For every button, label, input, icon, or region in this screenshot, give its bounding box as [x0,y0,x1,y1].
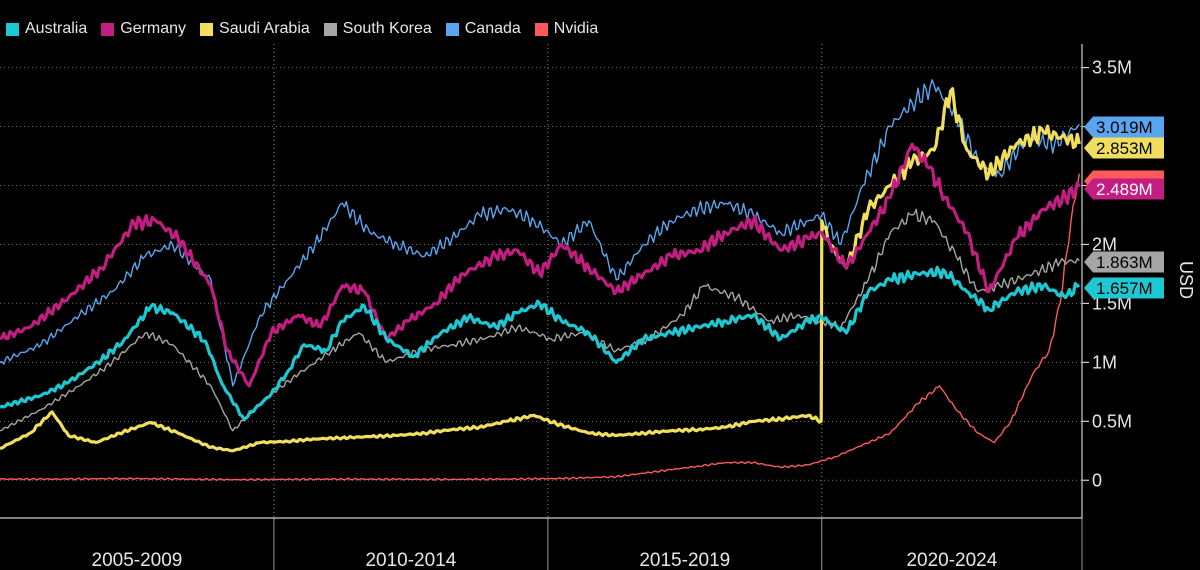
value-badge-label: 1.657M [1096,279,1153,298]
legend-label: Australia [25,20,88,37]
value-badge [1084,116,1164,138]
y-tick-label: 1M [1092,352,1117,372]
legend-label: Germany [120,20,187,37]
value-badge [1084,277,1164,299]
legend-item: Nvidia [534,20,599,38]
legend-swatch [445,22,459,36]
legend-item: Canada [445,20,521,38]
value-badge-label: 2.489M [1096,180,1153,199]
legend-label: South Korea [342,20,432,37]
value-badge-label: 1.863M [1096,253,1153,272]
series-line-germany [0,142,1081,388]
period-label: 2010-2014 [365,550,456,570]
y-tick-label: 3.5M [1092,58,1132,78]
legend-item: South Korea [323,20,432,38]
value-badge-label: 2.853M [1096,139,1153,158]
legend-item: Germany [101,20,186,38]
series-line-south-korea [0,208,1080,432]
legend-swatch [323,22,337,36]
legend-item: Australia [6,20,87,38]
value-badge [1084,137,1164,159]
value-badge [1084,251,1164,273]
legend-swatch [534,22,548,36]
y-axis-unit: USD [1176,261,1196,299]
legend-item: Saudi Arabia [200,20,310,38]
y-tick-label: 2M [1092,234,1117,254]
legend-label: Canada [464,20,521,37]
legend-label: Saudi Arabia [219,20,310,37]
legend: Australia Germany Saudi Arabia South Korea C… [6,18,598,40]
series-line-nvidia [0,173,1080,482]
value-badge [1084,178,1164,200]
legend-label: Nvidia [553,20,599,37]
legend-swatch [101,22,115,36]
series-line-australia [0,265,1081,421]
period-label: 2015-2019 [639,550,730,570]
y-tick-label: 0 [1092,470,1102,490]
legend-swatch [6,22,19,36]
period-label: 2005-2009 [92,550,183,570]
value-badge-label: 3.019M [1096,118,1153,137]
series-line-canada [0,79,1080,387]
y-tick-label: 0.5M [1092,411,1132,431]
period-label: 2020-2024 [906,550,997,570]
legend-swatch [200,22,214,36]
